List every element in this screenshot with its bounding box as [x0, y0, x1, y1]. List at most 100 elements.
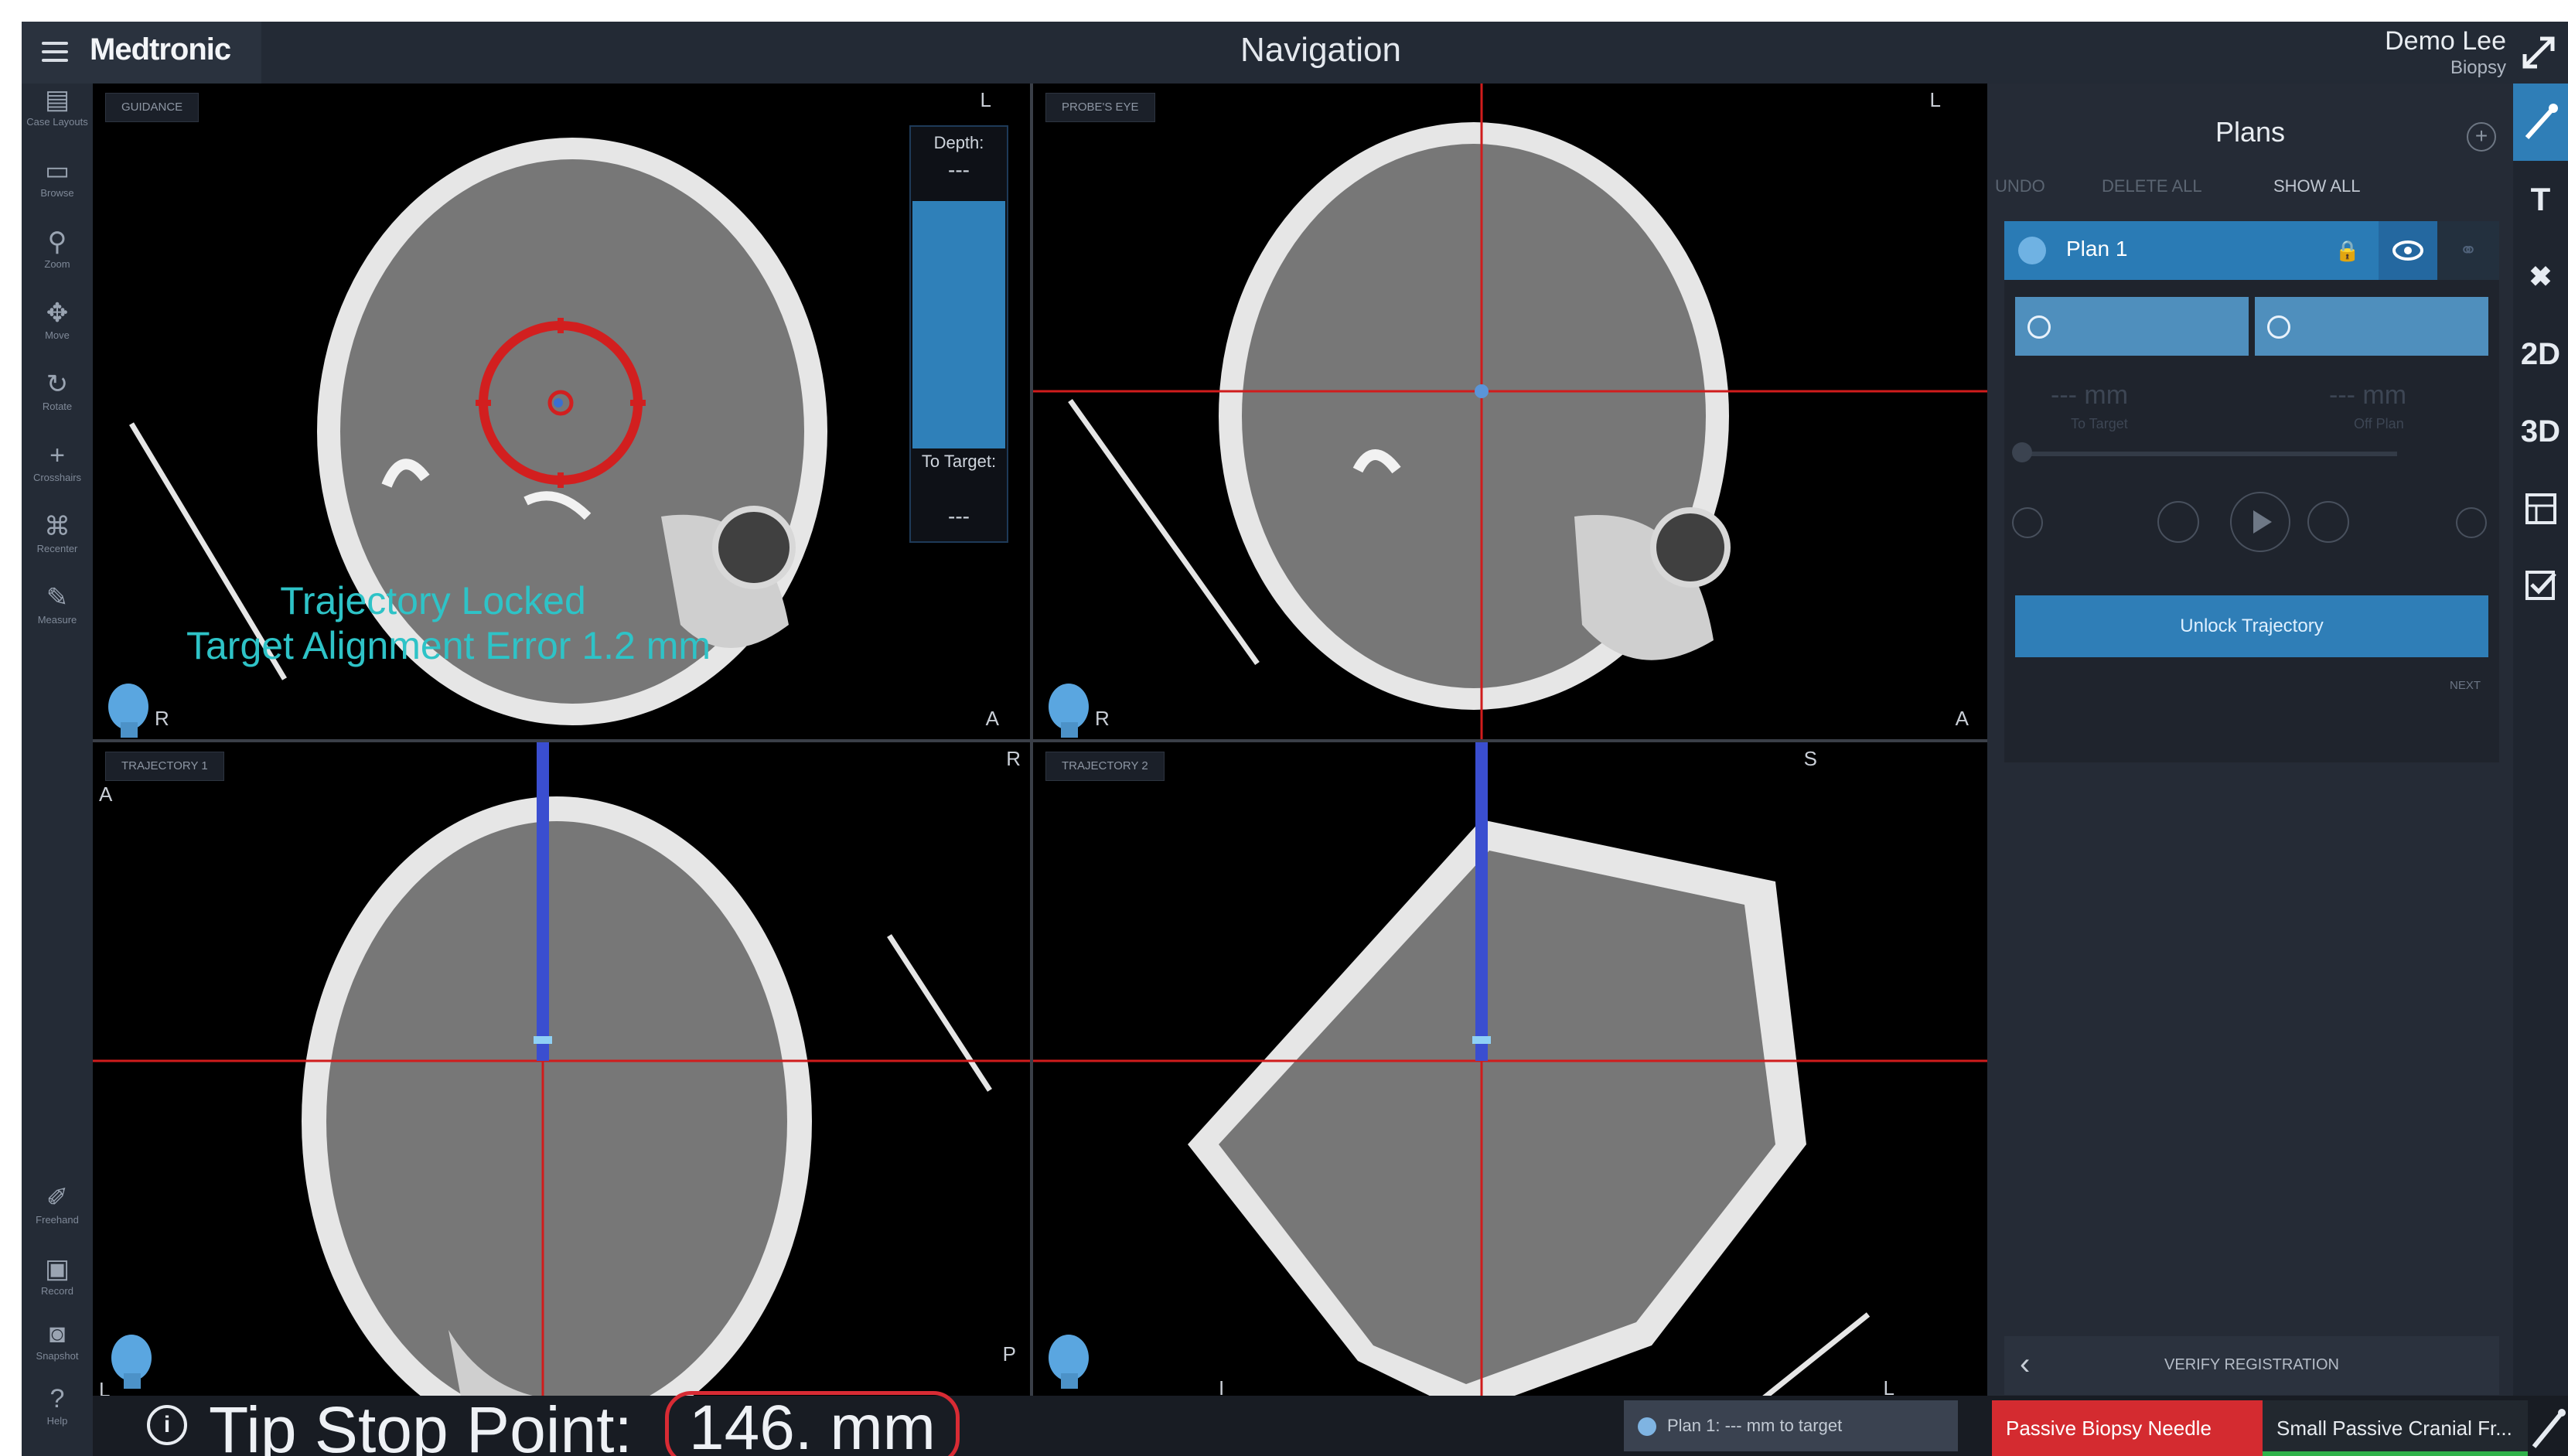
browse-button[interactable]: ▭ Browse — [22, 155, 93, 226]
trajectory-tool-icon — [2525, 104, 2558, 140]
step-start-button[interactable] — [2012, 507, 2043, 538]
browse-icon: ▭ — [44, 156, 70, 186]
link-icon[interactable]: ⚭ — [2437, 221, 2499, 280]
instrument-tag[interactable]: Passive Biopsy Needle — [1992, 1400, 2263, 1456]
viewport-divider[interactable] — [1030, 84, 1033, 1413]
viewport-divider[interactable] — [93, 739, 1987, 742]
3d-view-icon: 3D — [2520, 414, 2561, 448]
plan-color-swatch[interactable] — [2018, 237, 2046, 264]
checklist-button[interactable] — [2513, 547, 2568, 625]
orient-label: R — [1095, 707, 1110, 730]
measure-button[interactable]: ✎ Measure — [22, 581, 93, 653]
probes-eye-view-dropdown[interactable]: PROBE'S EYE — [1045, 93, 1155, 122]
verify-registration-label: VERIFY REGISTRATION — [2164, 1356, 2339, 1373]
plans-title: Plans — [2215, 116, 2286, 148]
record-button[interactable]: ▣ Record — [22, 1253, 93, 1324]
text-tool-button[interactable]: T — [2513, 161, 2568, 238]
plan-slider[interactable] — [2018, 452, 2397, 456]
recenter-button[interactable]: ⌘ Recenter — [22, 510, 93, 581]
snapshot-button[interactable]: ◙ Snapshot — [22, 1318, 93, 1389]
case-layouts-button[interactable]: ▤ Case Layouts — [22, 84, 93, 155]
case-layouts-icon: ▤ — [44, 85, 70, 114]
plans-actions: UNDO DELETE ALL SHOW ALL — [1987, 176, 2513, 207]
trajectory-1-view-dropdown[interactable]: TRAJECTORY 1 — [105, 752, 224, 781]
viewport-probes-eye[interactable]: PROBE'S EYE L R A — [1033, 84, 1987, 739]
fast-forward-button[interactable] — [2307, 501, 2349, 543]
unlock-trajectory-button[interactable]: Unlock Trajectory — [2015, 595, 2488, 657]
viewport-trajectory-1[interactable]: TRAJECTORY 1 A R L P — [93, 742, 1030, 1413]
2d-view-button[interactable]: 2D — [2513, 315, 2568, 393]
viewport-trajectory-2[interactable]: TRAJECTORY 2 S I L — [1033, 742, 1987, 1413]
zoom-button[interactable]: ⚲ Zoom — [22, 226, 93, 297]
orient-label: L — [1929, 88, 1941, 111]
text-tool-icon: T — [2530, 181, 2551, 217]
viewport-guidance[interactable]: GUIDANCE L R A Trajectory Locked Target … — [93, 84, 1030, 739]
user-name[interactable]: Demo Lee — [2385, 26, 2506, 56]
rotate-button[interactable]: ↻ Rotate — [22, 368, 93, 439]
pin-tool-icon: ✖ — [2529, 261, 2553, 292]
move-button[interactable]: ✥ Move — [22, 297, 93, 368]
layout-button[interactable] — [2513, 470, 2568, 547]
guidance-view-dropdown[interactable]: GUIDANCE — [105, 93, 200, 122]
pin-tool-button[interactable]: ✖ — [2513, 238, 2568, 315]
plan-name: Plan 1 — [2066, 237, 2128, 261]
left-tool-rail: ▤ Case Layouts ▭ Browse ⚲ Zoom ✥ Move ↻ Rotat… — [22, 84, 93, 1456]
help-button[interactable]: ? Help — [22, 1383, 93, 1454]
off-plan-distance: --- mm — [2329, 380, 2407, 410]
next-link[interactable]: NEXT — [2449, 679, 2481, 692]
plan-slider-handle[interactable] — [2012, 442, 2032, 462]
add-plan-icon[interactable]: + — [2467, 122, 2496, 152]
user-role: Biopsy — [2450, 57, 2506, 78]
plan-row[interactable]: Plan 1 🔒 ⚭ — [2004, 221, 2499, 280]
lock-icon[interactable]: 🔒 — [2334, 239, 2361, 262]
head-orientation-icon[interactable] — [104, 679, 153, 739]
tip-stop-label: Tip Stop Point: — [209, 1393, 633, 1456]
head-orientation-icon[interactable] — [1044, 1330, 1093, 1392]
brand-area: Medtronic — [22, 22, 261, 84]
probe-icon[interactable] — [2528, 1400, 2568, 1456]
to-target-distance: --- mm — [2051, 380, 2129, 410]
play-button[interactable] — [2230, 492, 2290, 552]
menu-icon[interactable] — [42, 42, 68, 62]
navigation-app: Medtronic Navigation Demo Lee Biopsy ▤ Ca… — [22, 22, 2568, 1456]
to-target-value: --- — [948, 504, 970, 528]
check-circle-icon — [2267, 315, 2290, 339]
head-orientation-icon[interactable] — [107, 1330, 156, 1392]
zoom-icon: ⚲ — [47, 227, 67, 257]
off-plan-distance-label: Off Plan — [2354, 416, 2404, 431]
help-icon: ? — [49, 1384, 65, 1413]
head-orientation-icon[interactable] — [1044, 679, 1093, 739]
tip-stop-value: 146. mm — [665, 1391, 960, 1456]
crosshairs-button[interactable]: + Crosshairs — [22, 439, 93, 510]
measure-icon: ✎ — [46, 583, 69, 612]
to-target-label: To Target: — [921, 452, 997, 471]
alignment-error-text: Target Alignment Error 1.2 mm — [186, 624, 711, 667]
status-bar: i Tip Stop Point: 146. mm Plan 1: --- mm… — [93, 1391, 2568, 1456]
plan-option-target[interactable] — [2255, 297, 2488, 356]
trajectory-2-view-dropdown[interactable]: TRAJECTORY 2 — [1045, 752, 1165, 781]
rewind-button[interactable] — [2157, 501, 2199, 543]
frame-tag[interactable]: Small Passive Cranial Fr... — [2263, 1400, 2528, 1456]
show-all-button[interactable]: SHOW ALL — [2273, 176, 2361, 196]
snapshot-icon: ◙ — [49, 1319, 66, 1349]
depth-value: --- — [948, 158, 970, 182]
plan-option-entry[interactable] — [2015, 297, 2249, 356]
verify-registration-button[interactable]: ‹ VERIFY REGISTRATION — [2004, 1336, 2499, 1395]
sagittal-probe-ct-image — [1033, 84, 1987, 739]
freehand-button[interactable]: ✐ Freehand — [22, 1182, 93, 1253]
step-end-button[interactable] — [2456, 507, 2487, 538]
orient-label: R — [155, 707, 169, 730]
play-icon — [2253, 510, 2272, 534]
trajectory-tool-button[interactable] — [2513, 84, 2568, 161]
expand-icon[interactable] — [2519, 32, 2559, 73]
eye-icon — [2392, 240, 2423, 261]
info-icon[interactable]: i — [147, 1405, 187, 1445]
visibility-toggle[interactable] — [2379, 221, 2437, 280]
crosshairs-icon: + — [49, 441, 65, 470]
plan-color-dot — [1638, 1417, 1656, 1437]
delete-all-button[interactable]: DELETE ALL — [2102, 176, 2202, 196]
3d-view-button[interactable]: 3D — [2513, 393, 2568, 470]
plan-status-chip[interactable]: Plan 1: --- mm to target — [1624, 1400, 1958, 1451]
checklist-icon — [2525, 571, 2556, 600]
undo-button[interactable]: UNDO — [1995, 176, 2045, 196]
